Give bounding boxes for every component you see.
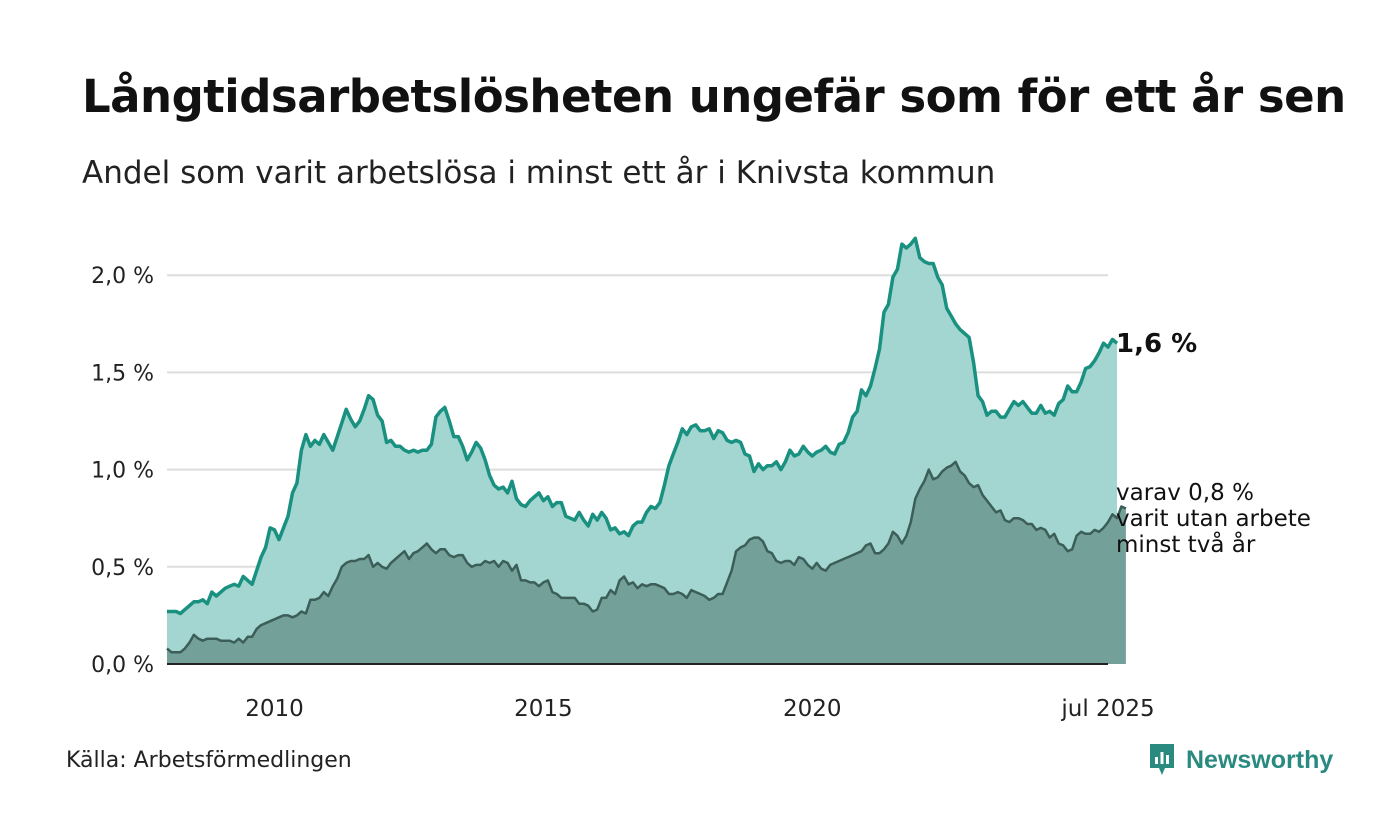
annotation-total-value: 1,6 % — [1116, 329, 1197, 359]
x-tick-label: 2015 — [514, 696, 573, 722]
source-note: Källa: Arbetsförmedlingen — [66, 748, 352, 773]
annotation-long-line-2: varit utan arbete — [1116, 506, 1311, 532]
x-tick-labels: 2010 2015 2020 jul 2025 — [245, 696, 1154, 722]
series-line-long-term — [166, 460, 1127, 654]
y-tick-labels: 0,0 % 0,5 % 1,0 % 1,5 % 2,0 % — [91, 264, 154, 678]
annotation-long-term: varav 0,8 % varit utan arbete minst två … — [1116, 480, 1318, 558]
y-tick-label: 0,5 % — [91, 556, 154, 581]
area-series — [166, 236, 1127, 665]
y-tick-label: 1,0 % — [91, 459, 154, 484]
brand-logo[interactable]: Newsworthy — [1148, 742, 1333, 778]
chart-subtitle: Andel som varit arbetslösa i minst ett å… — [82, 155, 996, 191]
brand-name: Newsworthy — [1186, 745, 1334, 774]
series-line-total — [167, 236, 1119, 616]
area-fill-long-term — [167, 461, 1126, 664]
newsworthy-logo-icon — [1150, 744, 1174, 775]
chart-title: Långtidsarbetslösheten ungefär som för e… — [82, 70, 1346, 123]
x-tick-label: jul 2025 — [1060, 696, 1154, 722]
annotation-long-line-1: varav 0,8 % — [1116, 480, 1254, 506]
x-tick-label: 2010 — [245, 696, 304, 722]
y-tick-label: 1,5 % — [91, 361, 154, 386]
y-tick-label: 0,0 % — [91, 653, 154, 678]
annotation-long-line-3: minst två år — [1116, 530, 1256, 558]
x-tick-label: 2020 — [783, 696, 842, 722]
y-tick-label: 2,0 % — [91, 264, 154, 289]
